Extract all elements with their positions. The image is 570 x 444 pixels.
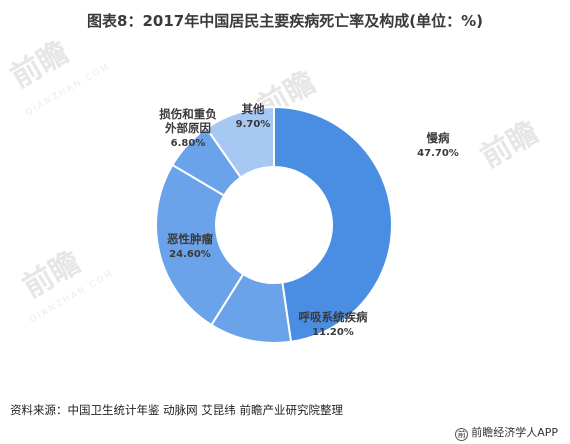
slice-label-other: 其他 9.70% bbox=[236, 102, 271, 130]
source-note: 资料来源：中国卫生统计年鉴 动脉网 艾昆纬 前瞻产业研究院整理 bbox=[10, 403, 343, 417]
slice-label-cancer: 恶性肿瘤 24.60% bbox=[167, 232, 213, 260]
slice-other bbox=[205, 105, 275, 179]
slice-label-chronic: 慢病 47.70% bbox=[417, 131, 459, 159]
brand-text: 前瞻经济学人APP bbox=[471, 426, 558, 439]
slice-label-injury: 损伤和重负外部原因 6.80% bbox=[159, 107, 217, 149]
circle-logo-icon: 前 bbox=[455, 428, 469, 441]
chart-title: 图表8：2017年中国居民主要疾病死亡率及构成(单位：%) bbox=[87, 12, 483, 30]
slice-cancer bbox=[155, 163, 245, 327]
slice-chronic bbox=[273, 105, 393, 343]
slice-label-respiratory: 呼吸系统疾病 11.20% bbox=[299, 310, 368, 338]
brand-badge: 前前瞻经济学人APP bbox=[455, 424, 558, 441]
